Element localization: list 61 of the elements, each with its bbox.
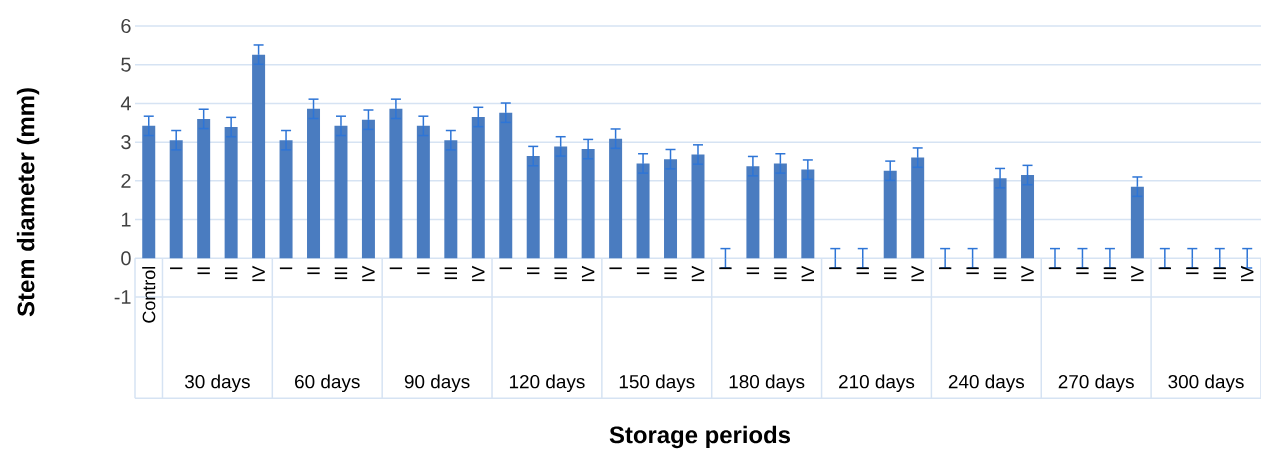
x-tick-label: III [664,267,677,280]
x-axis-title: Storage periods [609,425,791,449]
x-tick-label: II [1186,267,1199,275]
x-tick-label: IV [581,265,595,282]
x-tick-label: III [334,267,348,280]
y-tick-label: 2 [121,173,131,188]
x-tick-label: I [938,267,952,270]
y-tick-label: 5 [121,57,131,72]
text: 60 days [295,374,360,393]
x-tick-label: IV [691,265,705,282]
x-tick-label: II [966,267,979,275]
x-tick-label: III [884,267,897,280]
x-tick-label: II [527,267,540,275]
x-tick-label: III [1213,267,1226,280]
x-tick-label: IV [1021,265,1034,282]
x-tick-label: III [993,267,1007,280]
x-tick-label: IV [362,265,375,282]
x-tick-label: I [1048,267,1062,270]
x-tick-label: I [279,267,293,270]
x-tick-label: II [1076,267,1089,275]
x-tick-label: III [224,267,238,280]
x-tick-label: I [719,267,732,270]
y-axis-title: Stem diameter (mm) [16,88,40,317]
text: 90 days [404,374,470,393]
y-tick-label: 3 [121,135,131,150]
x-tick-label: II [417,267,430,275]
text: 180 days [729,374,805,393]
x-tick-label: II [856,267,869,275]
x-tick-label: Control [142,267,156,323]
x-tick-label: IV [1241,265,1254,282]
text: 150 days [619,374,695,393]
text: 120 days [509,374,585,393]
y-tick-label: 1 [121,212,131,227]
x-tick-label: IV [472,265,485,282]
x-tick-label: III [774,267,787,280]
y-tick-label: 4 [120,96,131,111]
y-tick-label: -1 [114,290,131,304]
x-tick-label: II [307,267,320,275]
text: 300 days [1168,374,1244,393]
text: 240 days [948,374,1025,393]
x-tick-label: II [197,267,210,275]
x-tick-label: I [609,267,622,270]
x-tick-label: III [444,267,457,280]
x-tick-label: I [499,267,512,270]
x-tick-label: I [389,267,403,270]
x-tick-label: I [170,267,183,270]
x-tick-label: IV [252,265,265,282]
x-tick-label: IV [911,265,924,282]
text: 30 days [184,374,250,393]
x-tick-label: IV [801,265,814,282]
text: 210 days [839,374,915,393]
text: 270 days [1058,374,1134,393]
x-tick-label: II [636,267,650,275]
x-tick-label: III [1103,267,1117,280]
x-tick-label: III [554,267,567,280]
y-tick-label: 6 [121,18,131,34]
x-tick-label: I [1158,267,1172,270]
x-tick-label: I [829,267,842,270]
x-tick-label: II [746,267,760,275]
y-tick-label: 0 [121,251,131,266]
x-tick-label: IV [1131,265,1144,282]
